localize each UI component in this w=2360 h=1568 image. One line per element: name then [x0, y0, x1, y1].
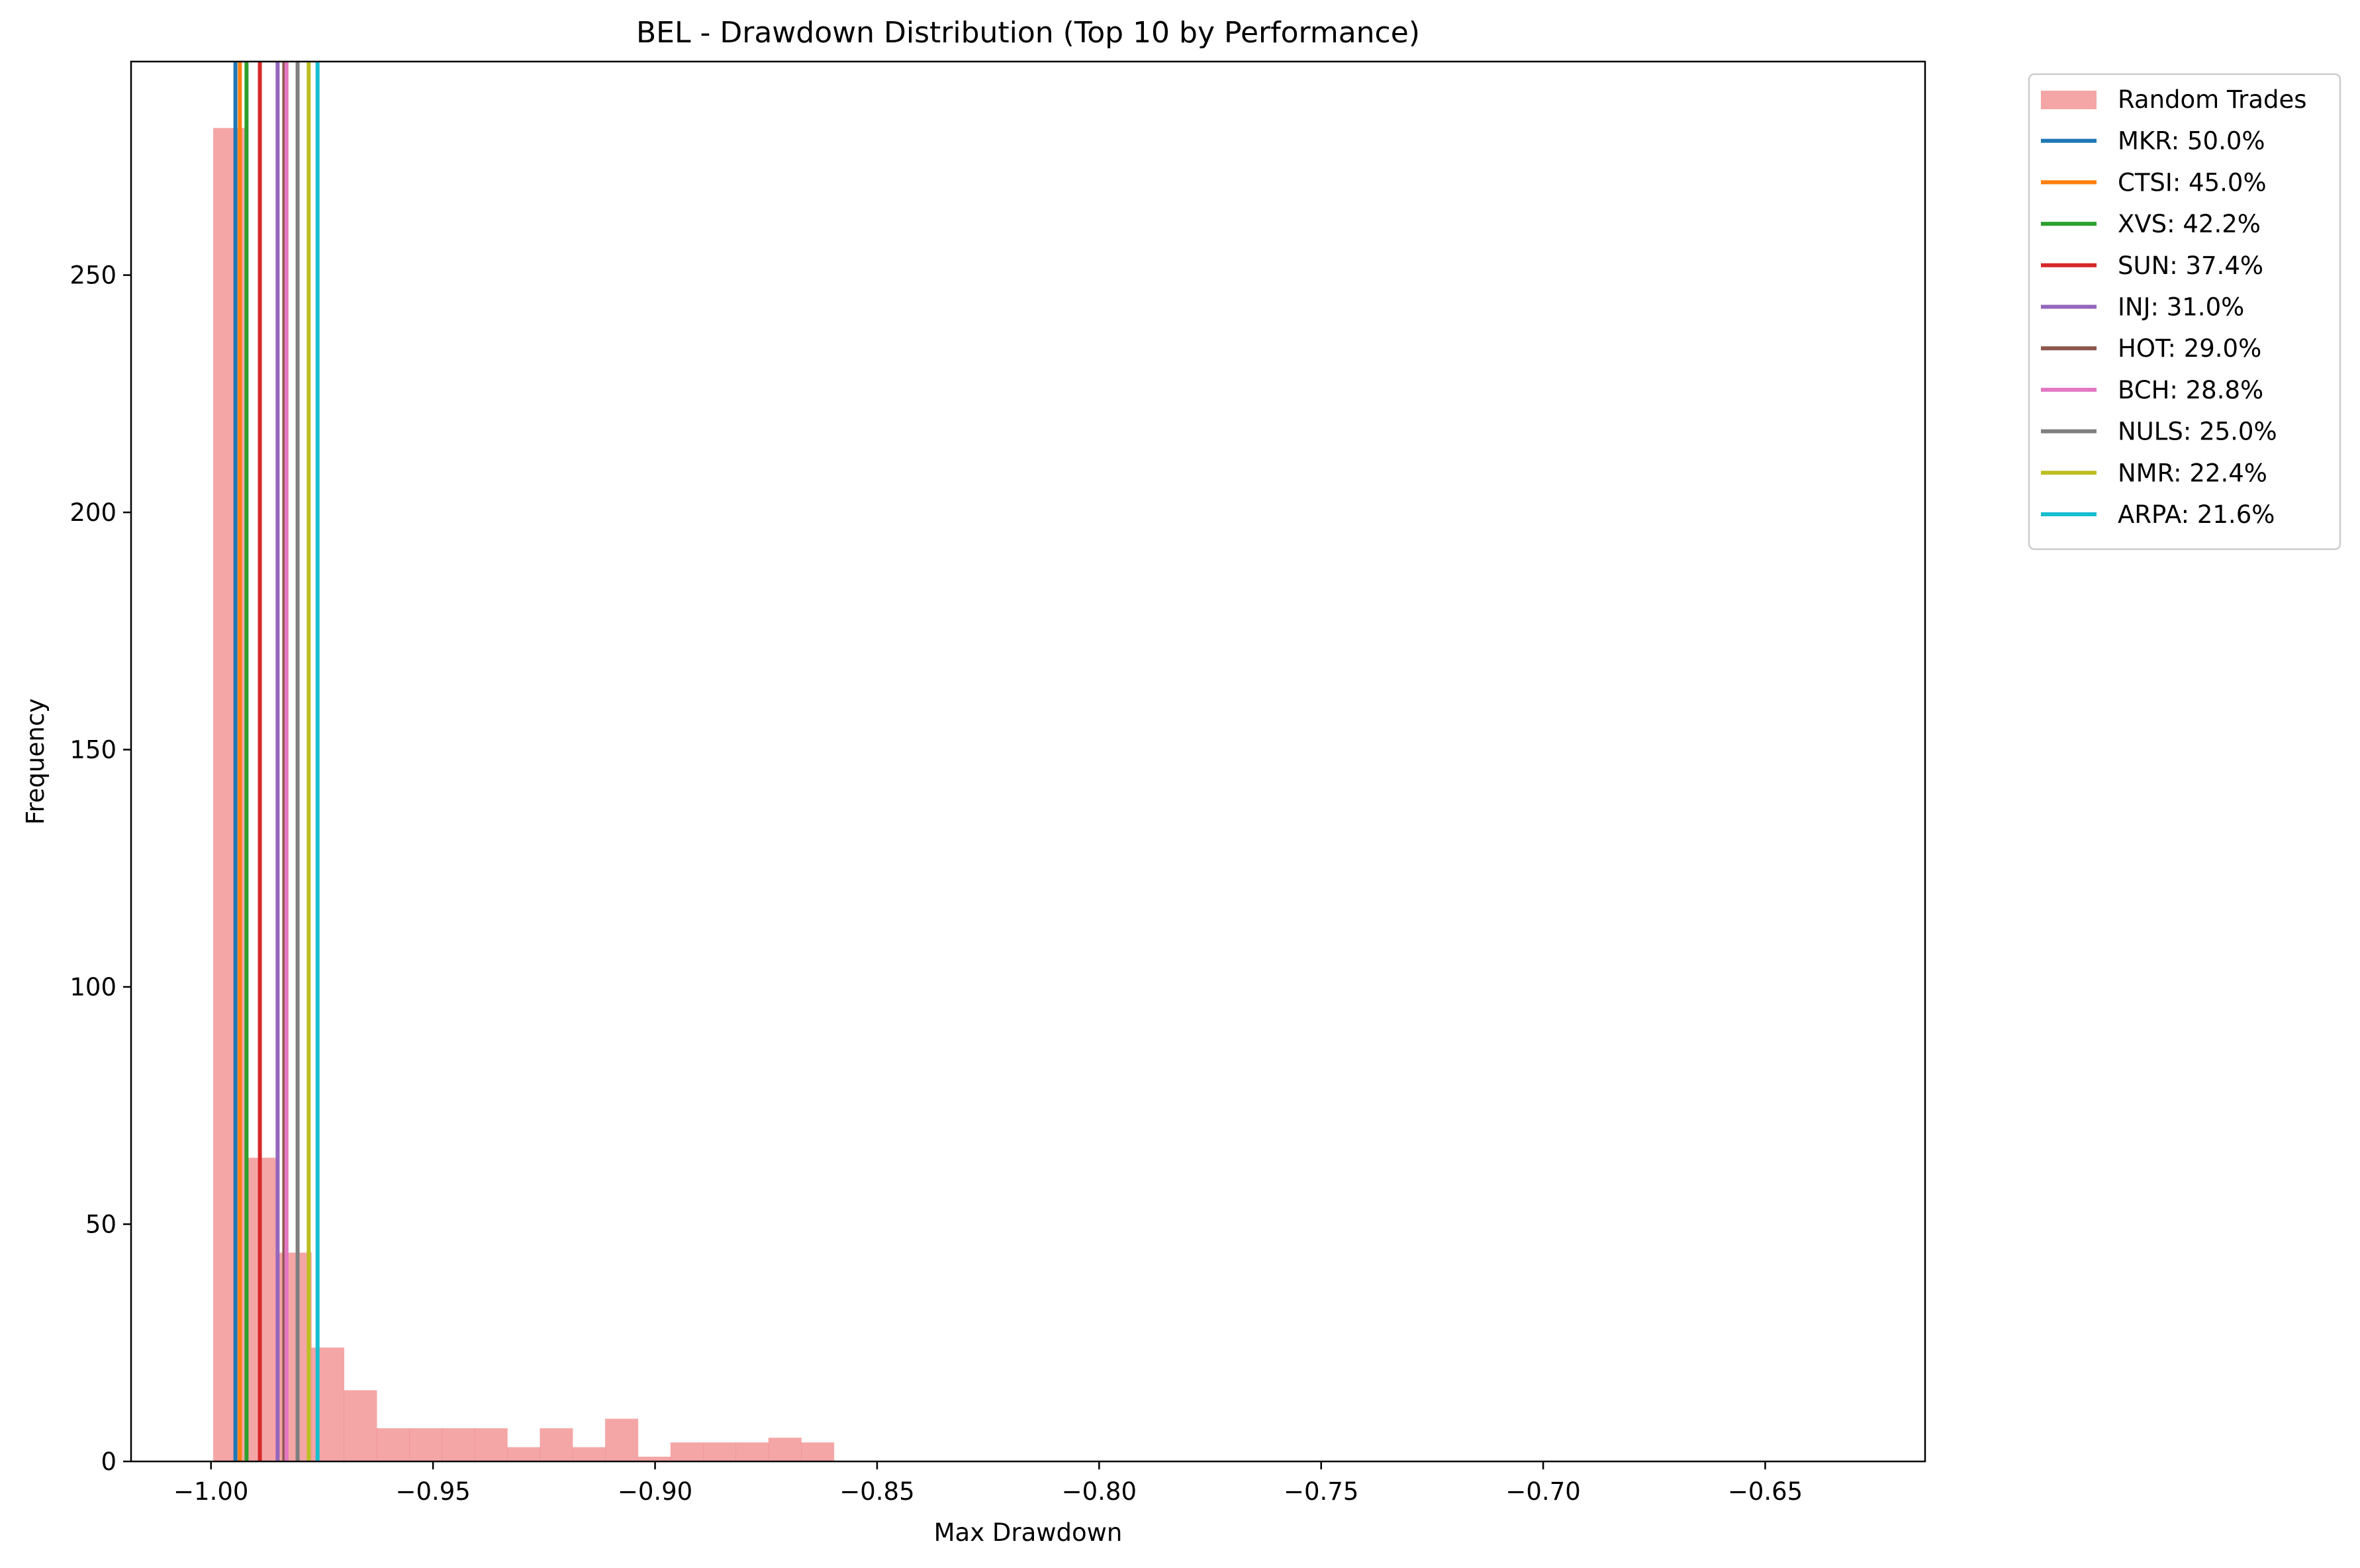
y-axis-ticks: 0 50 100 150 200 250: [70, 261, 131, 1476]
axes-frame: [130, 60, 1926, 1463]
x-tick-label: −0.65: [1728, 1477, 1803, 1506]
legend-box: [2028, 73, 2341, 550]
histogram-bar: [637, 1456, 671, 1461]
x-tick-label: −0.90: [618, 1477, 692, 1506]
histogram-bar: [442, 1428, 475, 1461]
y-tick-label: 100: [70, 973, 117, 1001]
histogram-bar: [768, 1438, 802, 1461]
legend-label: INJ: 31.0%: [2118, 293, 2244, 322]
y-tick-label: 150: [70, 736, 117, 764]
legend-label: Random Trades: [2118, 85, 2307, 114]
y-axis-label: Frequency: [21, 698, 50, 825]
series-lines: [233, 62, 320, 1461]
histogram-bar: [507, 1447, 541, 1461]
y-tick-label: 250: [70, 261, 117, 290]
y-tick-label: 0: [101, 1448, 117, 1476]
legend-label: HOT: 29.0%: [2118, 334, 2261, 363]
legend: Random Trades MKR: 50.0% CTSI: 45.0% XVS: 4…: [2028, 73, 2341, 550]
x-tick-label: −0.80: [1062, 1477, 1137, 1506]
legend-label: NMR: 22.4%: [2118, 459, 2267, 487]
histogram-bar: [703, 1442, 737, 1461]
y-tick-label: 50: [85, 1211, 117, 1239]
histogram-bar: [246, 1158, 279, 1461]
legend-label: CTSI: 45.0%: [2118, 168, 2267, 197]
legend-label: BCH: 28.8%: [2118, 376, 2263, 404]
x-tick-label: −0.75: [1284, 1477, 1358, 1506]
plot-area: [213, 62, 835, 1461]
histogram-bar: [409, 1428, 443, 1461]
legend-label: NULS: 25.0%: [2118, 418, 2277, 446]
legend-label: ARPA: 21.6%: [2118, 500, 2275, 529]
histogram-bar: [801, 1442, 835, 1461]
x-axis-ticks: −1.00 −0.95 −0.90 −0.85 −0.80 −0.75 −0.70 −0.65: [173, 1461, 1803, 1506]
histogram-bar: [670, 1442, 704, 1461]
y-tick-label: 200: [70, 498, 117, 527]
legend-patch-random-trades: [2041, 91, 2097, 109]
x-axis-label: Max Drawdown: [934, 1518, 1123, 1547]
histogram-bar: [540, 1428, 573, 1461]
histogram-bar: [605, 1418, 639, 1461]
histogram-bar: [344, 1390, 377, 1461]
legend-label: SUN: 37.4%: [2118, 252, 2263, 280]
histogram-bar: [474, 1428, 508, 1461]
x-tick-label: −0.85: [839, 1477, 914, 1506]
legend-label: XVS: 42.2%: [2118, 210, 2261, 238]
histogram-bar: [376, 1428, 410, 1461]
legend-label: MKR: 50.0%: [2118, 127, 2265, 156]
x-tick-label: −1.00: [173, 1477, 248, 1506]
histogram-bar: [735, 1442, 769, 1461]
histogram-bar: [572, 1447, 606, 1461]
x-tick-label: −0.70: [1505, 1477, 1580, 1506]
x-tick-label: −0.95: [395, 1477, 470, 1506]
chart-title: BEL - Drawdown Distribution (Top 10 by P…: [636, 16, 1420, 50]
